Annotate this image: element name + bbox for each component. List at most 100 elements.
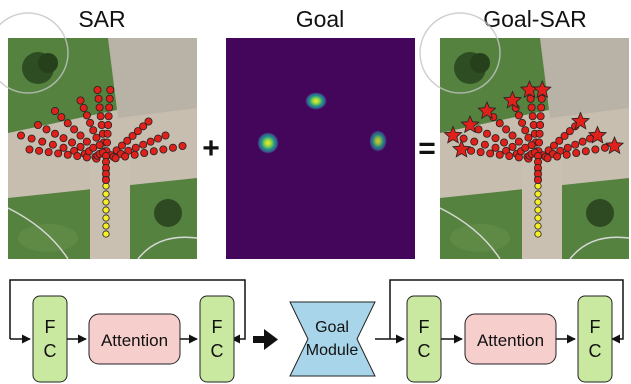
prediction-point bbox=[162, 132, 169, 139]
plus-operator: + bbox=[202, 132, 220, 165]
sar-pipeline: F C Attention F C bbox=[10, 280, 245, 382]
fc-block-1-label-c: C bbox=[44, 341, 57, 361]
history-point bbox=[103, 191, 109, 197]
prediction-point bbox=[64, 151, 71, 158]
prediction-point bbox=[83, 112, 90, 119]
prediction-point bbox=[107, 86, 114, 93]
prediction-point bbox=[97, 113, 104, 120]
prediction-point bbox=[58, 114, 65, 121]
prediction-point bbox=[105, 121, 112, 128]
goal-blob-top bbox=[305, 92, 327, 110]
prediction-point bbox=[64, 120, 71, 127]
prediction-point bbox=[509, 143, 516, 150]
prediction-point bbox=[481, 141, 488, 148]
sar-image-panel bbox=[0, 13, 197, 259]
heatmap-background bbox=[226, 38, 415, 259]
prediction-point bbox=[582, 148, 589, 155]
prediction-point bbox=[496, 120, 503, 127]
prediction-point bbox=[537, 121, 544, 128]
transform-arrow bbox=[253, 329, 278, 350]
fc-block-4 bbox=[578, 296, 612, 382]
title-goal: Goal bbox=[296, 6, 345, 32]
history-point bbox=[535, 223, 541, 229]
fc-block-3-label-c: C bbox=[418, 341, 431, 361]
prediction-point bbox=[496, 151, 503, 158]
history-point bbox=[103, 199, 109, 205]
prediction-point bbox=[39, 138, 46, 145]
prediction-point bbox=[535, 139, 542, 146]
prediction-point bbox=[477, 149, 484, 156]
prediction-point bbox=[83, 138, 90, 145]
fc-block-3 bbox=[407, 296, 441, 382]
prediction-point bbox=[601, 144, 608, 151]
fc-block-1 bbox=[33, 296, 67, 382]
prediction-point bbox=[68, 139, 75, 146]
prediction-point bbox=[26, 146, 33, 153]
goal-blob-right bbox=[369, 130, 387, 152]
prediction-point bbox=[132, 144, 139, 151]
prediction-point bbox=[95, 95, 102, 102]
prediction-point bbox=[522, 127, 529, 134]
prediction-point bbox=[60, 135, 67, 142]
prediction-point bbox=[35, 147, 42, 154]
prediction-point bbox=[503, 126, 510, 133]
prediction-point bbox=[563, 151, 570, 158]
prediction-point bbox=[77, 132, 84, 139]
prediction-point bbox=[106, 95, 113, 102]
prediction-point bbox=[112, 155, 119, 162]
fc-block-2 bbox=[200, 296, 234, 382]
fc-block-3-label-f: F bbox=[419, 317, 430, 337]
prediction-point bbox=[515, 112, 522, 119]
title-goal-sar: Goal-SAR bbox=[483, 6, 587, 32]
history-point bbox=[535, 231, 541, 237]
goal-sar-image-panel bbox=[420, 13, 629, 259]
prediction-point bbox=[529, 113, 536, 120]
prediction-point bbox=[554, 153, 561, 160]
prediction-point bbox=[518, 119, 525, 126]
prediction-point bbox=[573, 149, 580, 156]
prediction-point bbox=[34, 121, 41, 128]
goal-blob-left bbox=[257, 132, 279, 154]
goal-module-shape bbox=[290, 302, 375, 376]
prediction-point bbox=[483, 130, 490, 137]
prediction-point bbox=[90, 127, 97, 134]
prediction-point bbox=[49, 141, 56, 148]
prediction-point bbox=[105, 113, 112, 120]
prediction-point bbox=[179, 142, 186, 149]
prediction-point bbox=[528, 142, 535, 149]
prediction-point bbox=[71, 126, 78, 133]
prediction-point bbox=[55, 150, 62, 157]
goal-module-label-2: Module bbox=[306, 342, 359, 359]
prediction-point bbox=[45, 149, 52, 156]
goal-module-label-1: Goal bbox=[315, 319, 349, 336]
attention-block-2-label: Attention bbox=[477, 331, 544, 350]
prediction-point bbox=[60, 144, 67, 151]
prediction-point bbox=[77, 143, 84, 150]
prediction-point bbox=[150, 148, 157, 155]
prediction-point bbox=[475, 126, 482, 133]
prediction-point bbox=[104, 130, 111, 137]
fc-block-2-label-f: F bbox=[212, 317, 223, 337]
prediction-point bbox=[579, 138, 586, 145]
prediction-point bbox=[43, 126, 50, 133]
prediction-point bbox=[471, 138, 478, 145]
history-point bbox=[535, 191, 541, 197]
prediction-point bbox=[509, 132, 516, 139]
prediction-point bbox=[537, 113, 544, 120]
history-point bbox=[535, 199, 541, 205]
goal-sar-pipeline: F C Attention F C bbox=[375, 280, 623, 382]
prediction-point bbox=[154, 135, 161, 142]
prediction-point bbox=[515, 138, 522, 145]
prediction-point bbox=[102, 176, 109, 183]
prediction-point bbox=[169, 144, 176, 151]
prediction-point bbox=[544, 155, 551, 162]
goal-module: Goal Module bbox=[290, 302, 375, 376]
prediction-point bbox=[122, 153, 129, 160]
prediction-point bbox=[93, 134, 100, 141]
goal-heatmap-panel bbox=[226, 38, 415, 259]
history-point bbox=[103, 215, 109, 221]
prediction-point bbox=[528, 104, 535, 111]
prediction-point bbox=[17, 132, 24, 139]
